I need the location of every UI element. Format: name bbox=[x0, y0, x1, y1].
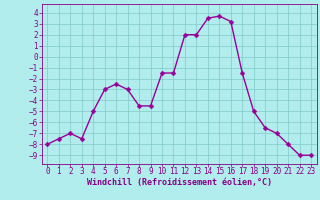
X-axis label: Windchill (Refroidissement éolien,°C): Windchill (Refroidissement éolien,°C) bbox=[87, 178, 272, 187]
